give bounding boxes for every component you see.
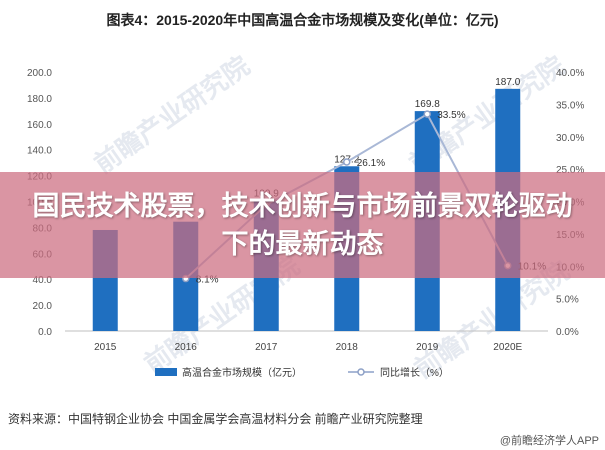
y-left-tick-label: 20.0 xyxy=(33,301,53,312)
legend-line-label: 同比增长（%） xyxy=(380,366,449,379)
x-tick-label: 2015 xyxy=(94,342,117,353)
y-right-tick-label: 5.0% xyxy=(556,295,579,306)
headline-banner: 国民技术股票，技术创新与市场前景双轮驱动下的最新动态 xyxy=(0,172,605,278)
y-right-tick-label: 25.0% xyxy=(556,165,584,176)
y-left-tick-label: 160.0 xyxy=(27,120,52,131)
bar-value-label: 187.0 xyxy=(495,77,520,88)
source-note: 资料来源：中国特钢企业协会 中国金属学会高温材料分会 前瞻产业研究院整理 xyxy=(8,412,423,426)
y-right-tick-label: 0.0% xyxy=(556,327,579,338)
x-tick-label: 2018 xyxy=(336,342,359,353)
y-left-tick-label: 0.0 xyxy=(38,327,52,338)
legend-bar-label: 高温合金市场规模（亿元） xyxy=(182,366,302,379)
chart-title: 图表4：2015-2020年中国高温合金市场规模及变化(单位：亿元) xyxy=(106,12,499,28)
y-left-tick-label: 140.0 xyxy=(27,146,52,157)
x-tick-label: 2019 xyxy=(416,342,439,353)
growth-value-label: 8.1% xyxy=(196,275,219,286)
legend-line-marker xyxy=(357,368,365,376)
x-tick-label: 2017 xyxy=(255,342,278,353)
y-left-tick-label: 200.0 xyxy=(27,68,52,79)
growth-value-label: 33.5% xyxy=(437,110,465,121)
x-tick-label: 2020E xyxy=(493,342,522,353)
y-left-tick-label: 180.0 xyxy=(27,94,52,105)
growth-point-2019 xyxy=(423,110,431,118)
headline-text: 国民技术股票，技术创新与市场前景双轮驱动下的最新动态 xyxy=(32,191,573,259)
y-right-tick-label: 40.0% xyxy=(556,68,584,79)
growth-value-label: 26.1% xyxy=(357,158,385,169)
x-tick-label: 2016 xyxy=(175,342,198,353)
y-right-tick-label: 30.0% xyxy=(556,133,584,144)
growth-point-2018 xyxy=(343,158,351,166)
legend-bar-swatch xyxy=(155,368,177,376)
y-left-tick-label: 40.0 xyxy=(33,275,53,286)
credit-label: @前瞻经济学人APP xyxy=(499,435,599,447)
y-right-tick-label: 35.0% xyxy=(556,100,584,111)
bar-value-label: 169.8 xyxy=(415,99,440,110)
